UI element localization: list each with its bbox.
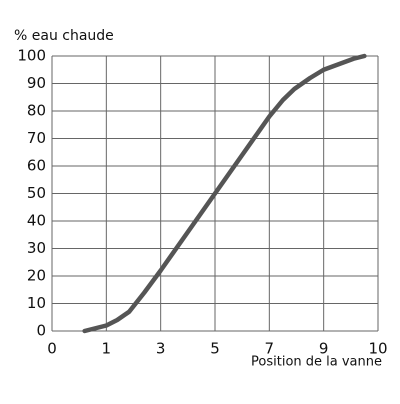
x-tick-label: 5 xyxy=(210,340,220,358)
y-tick-label: 100 xyxy=(17,47,46,65)
x-tick-label: 9 xyxy=(319,340,329,358)
x-axis-label: Position de la vanne xyxy=(251,355,382,370)
y-tick-label: 50 xyxy=(27,184,46,202)
y-tick-label: 0 xyxy=(36,322,46,340)
y-tick-label: 10 xyxy=(27,294,46,312)
y-tick-label: 60 xyxy=(27,157,46,175)
y-tick-label: 40 xyxy=(27,212,46,230)
x-tick-label: 0 xyxy=(47,340,57,358)
x-tick-label: 10 xyxy=(368,340,387,358)
y-axis-label: % eau chaude xyxy=(14,28,114,44)
y-tick-label: 80 xyxy=(27,102,46,120)
y-tick-label: 90 xyxy=(27,74,46,92)
x-tick-label: 1 xyxy=(102,340,112,358)
y-tick-label: 70 xyxy=(27,129,46,147)
x-tick-label: 3 xyxy=(156,340,166,358)
line xyxy=(82,53,367,334)
x-tick-label: 7 xyxy=(265,340,275,358)
y-tick-label: 20 xyxy=(27,267,46,285)
y-tick-label: 30 xyxy=(27,239,46,257)
